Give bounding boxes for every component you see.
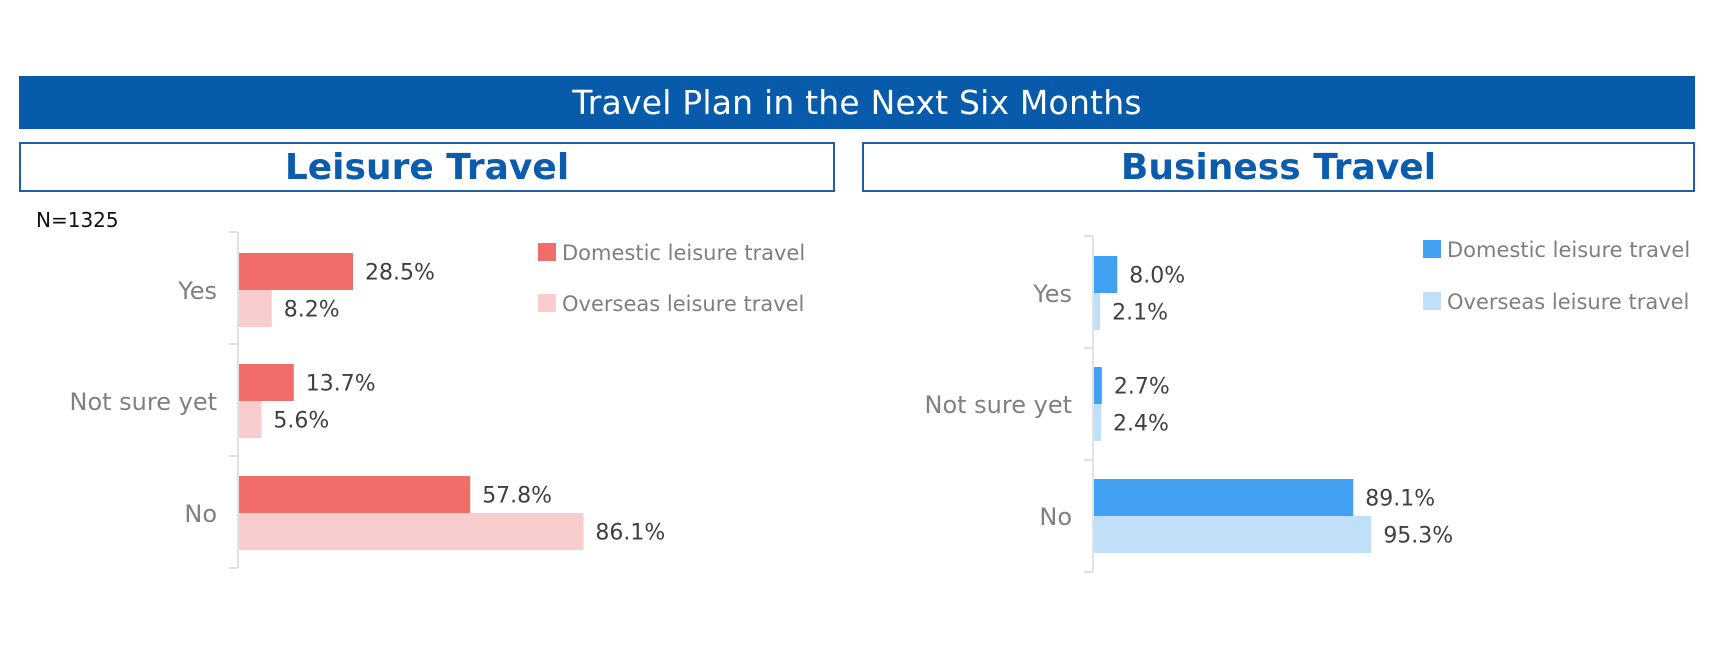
business-category-label: No (1039, 503, 1072, 531)
business-value-label: 8.0% (1129, 264, 1185, 289)
business-value-label: 2.1% (1112, 301, 1168, 326)
business-value-label: 89.1% (1365, 487, 1435, 512)
business-legend-label: Overseas leisure travel (1447, 290, 1689, 314)
business-bar (1094, 516, 1372, 553)
leisure-bar (239, 513, 584, 550)
leisure-legend-swatch (538, 294, 556, 312)
main-title: Travel Plan in the Next Six Months (19, 76, 1695, 129)
leisure-value-label: 8.2% (284, 298, 340, 323)
business-category-label: Yes (1032, 280, 1072, 308)
leisure-value-label: 57.8% (482, 484, 552, 509)
leisure-bar (239, 364, 294, 401)
leisure-bar (239, 290, 272, 327)
leisure-bar (239, 476, 471, 513)
business-bar (1094, 256, 1118, 293)
sample-size-label: N=1325 (36, 208, 119, 232)
business-category-label: Not sure yet (924, 391, 1072, 419)
leisure-legend-label: Overseas leisure travel (562, 292, 804, 316)
business-panel-title: Business Travel (862, 142, 1695, 192)
leisure-legend-label: Domestic leisure travel (562, 241, 805, 265)
business-legend-swatch (1423, 292, 1441, 310)
business-bar (1094, 367, 1102, 404)
business-value-label: 2.7% (1114, 375, 1170, 400)
leisure-category-label: Not sure yet (69, 388, 217, 416)
leisure-legend-swatch (538, 243, 556, 261)
leisure-value-label: 86.1% (595, 521, 665, 546)
leisure-category-label: Yes (177, 277, 217, 305)
business-bar (1094, 293, 1101, 330)
business-legend-label: Domestic leisure travel (1447, 238, 1690, 262)
leisure-value-label: 5.6% (273, 409, 329, 434)
leisure-category-label: No (184, 500, 217, 528)
business-legend-swatch (1423, 240, 1441, 258)
business-value-label: 2.4% (1113, 412, 1169, 437)
business-bar (1094, 479, 1354, 516)
leisure-bar (239, 401, 262, 438)
business-bar (1094, 404, 1101, 441)
leisure-bar (239, 253, 353, 290)
leisure-value-label: 13.7% (306, 372, 376, 397)
leisure-panel-title: Leisure Travel (19, 142, 835, 192)
leisure-value-label: 28.5% (365, 261, 435, 286)
business-value-label: 95.3% (1383, 524, 1453, 549)
